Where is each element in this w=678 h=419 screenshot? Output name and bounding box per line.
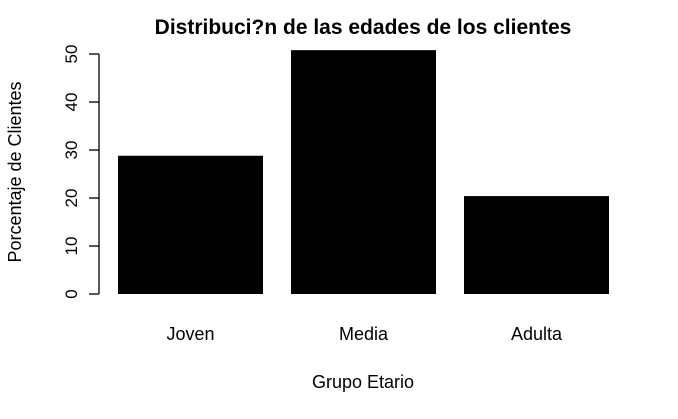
x-tick-labels: Joven Media Adulta (166, 324, 563, 344)
x-tick-label-joven: Joven (166, 324, 214, 344)
x-tick-label-media: Media (339, 324, 389, 344)
y-axis: 0 10 20 30 40 50 (62, 45, 100, 299)
y-tick-label: 50 (62, 45, 81, 64)
y-tick-label: 20 (62, 189, 81, 208)
chart-title: Distribuci?n de las edades de los client… (155, 16, 572, 39)
y-tick-label: 40 (62, 93, 81, 112)
y-tick-label: 0 (62, 289, 81, 298)
bars (118, 50, 609, 294)
y-tick-label: 30 (62, 141, 81, 160)
x-axis-label: Grupo Etario (312, 372, 414, 392)
bar-media (291, 50, 436, 294)
x-tick-label-adulta: Adulta (511, 324, 563, 344)
y-tick-label: 10 (62, 237, 81, 256)
y-axis-label: Porcentaje de Clientes (5, 81, 25, 262)
y-ticks: 0 10 20 30 40 50 (62, 45, 99, 299)
bar-joven (118, 155, 263, 294)
bar-adulta (464, 196, 609, 294)
